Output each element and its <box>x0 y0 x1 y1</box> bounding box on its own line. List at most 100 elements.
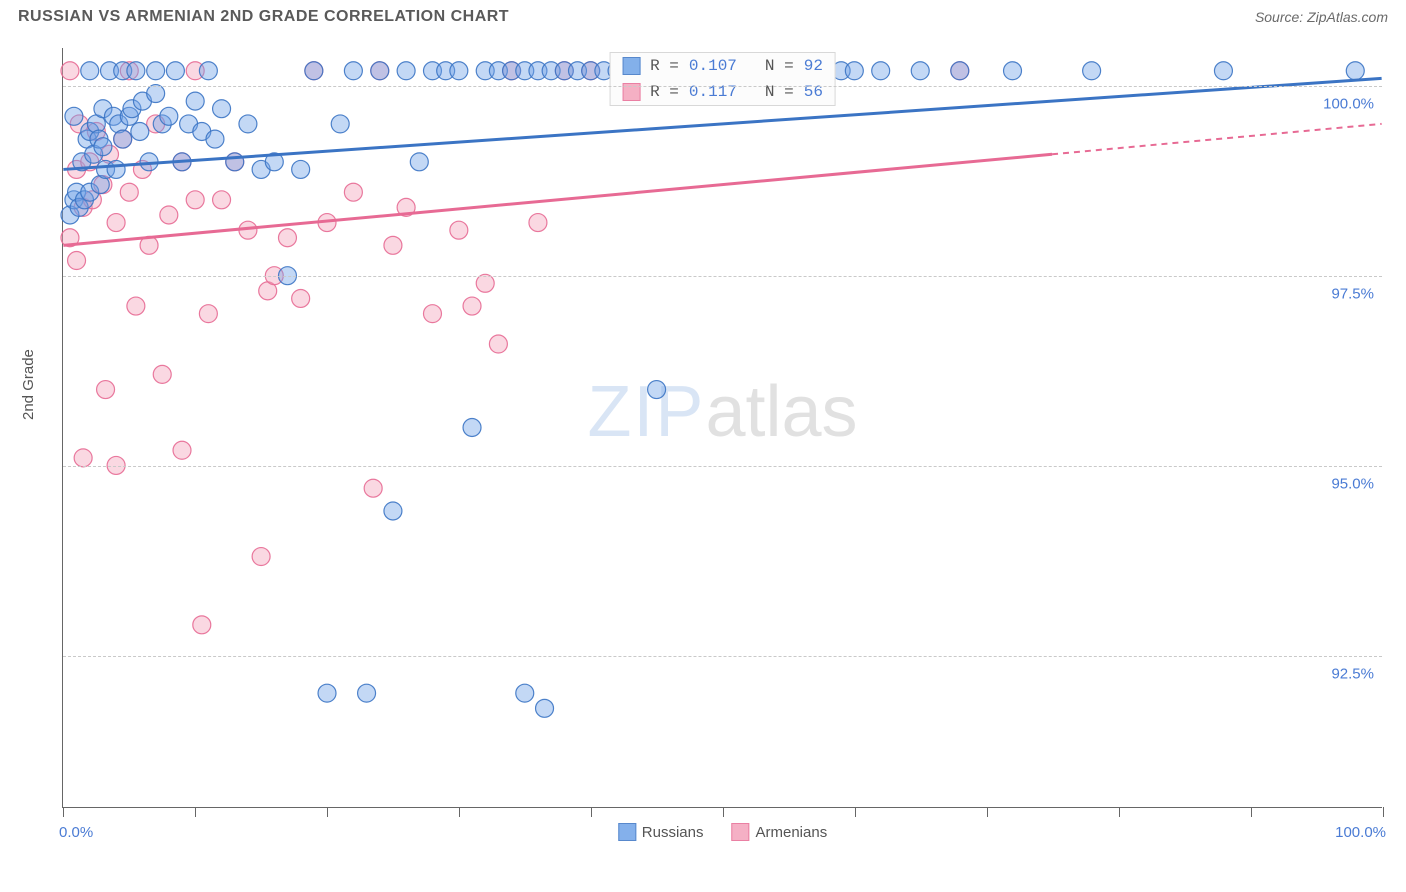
data-point <box>331 115 349 133</box>
data-point <box>1083 62 1101 80</box>
bottom-legend: Russians Armenians <box>618 823 827 841</box>
data-point <box>252 548 270 566</box>
y-tick-label: 100.0% <box>1323 96 1374 113</box>
data-point <box>489 335 507 353</box>
data-point <box>1346 62 1364 80</box>
data-point <box>147 85 165 103</box>
x-tick <box>855 807 856 817</box>
data-point <box>127 62 145 80</box>
x-tick <box>1251 807 1252 817</box>
data-point <box>410 153 428 171</box>
data-point <box>344 62 362 80</box>
data-point <box>239 115 257 133</box>
chart-header: RUSSIAN VS ARMENIAN 2ND GRADE CORRELATIO… <box>0 0 1406 30</box>
data-point <box>61 62 79 80</box>
data-point <box>160 107 178 125</box>
data-point <box>292 160 310 178</box>
gridline <box>63 276 1382 277</box>
x-tick <box>63 807 64 817</box>
data-point <box>114 130 132 148</box>
swatch-armenians-icon <box>732 823 750 841</box>
data-point <box>65 107 83 125</box>
gridline <box>63 656 1382 657</box>
data-point <box>318 684 336 702</box>
data-point <box>911 62 929 80</box>
legend-label-armenians: Armenians <box>756 824 828 841</box>
stats-legend-box: R = 0.107 N = 92 R = 0.117 N = 56 <box>609 52 836 106</box>
legend-label-russians: Russians <box>642 824 704 841</box>
chart-title: RUSSIAN VS ARMENIAN 2ND GRADE CORRELATIO… <box>18 8 509 26</box>
data-point <box>344 183 362 201</box>
trend-line <box>63 154 1052 245</box>
data-point <box>131 123 149 141</box>
data-point <box>305 62 323 80</box>
data-point <box>278 229 296 247</box>
data-point <box>292 289 310 307</box>
legend-item-armenians: Armenians <box>732 823 828 841</box>
data-point <box>107 160 125 178</box>
data-point <box>120 183 138 201</box>
x-tick <box>591 807 592 817</box>
swatch-russians-icon <box>622 57 640 75</box>
data-point <box>199 305 217 323</box>
data-point <box>872 62 890 80</box>
data-point <box>450 62 468 80</box>
r-label: R = <box>650 57 679 75</box>
plot-frame: ZIPatlas R = 0.107 N = 92 R = 0.117 N = … <box>62 48 1382 808</box>
data-point <box>648 381 666 399</box>
stats-row-russians: R = 0.107 N = 92 <box>610 53 835 79</box>
n-value-russians: 92 <box>804 57 823 75</box>
stats-row-armenians: R = 0.117 N = 56 <box>610 79 835 105</box>
y-axis-label: 2nd Grade <box>20 349 37 420</box>
data-point <box>97 381 115 399</box>
legend-item-russians: Russians <box>618 823 704 841</box>
x-min-label: 0.0% <box>59 824 93 841</box>
y-tick-label: 97.5% <box>1331 286 1374 303</box>
data-point <box>384 236 402 254</box>
data-point <box>173 441 191 459</box>
swatch-russians-icon <box>618 823 636 841</box>
data-point <box>213 191 231 209</box>
data-point <box>153 365 171 383</box>
y-tick-label: 92.5% <box>1331 666 1374 683</box>
data-point <box>450 221 468 239</box>
gridline <box>63 466 1382 467</box>
data-point <box>463 419 481 437</box>
source-label: Source: ZipAtlas.com <box>1255 9 1388 25</box>
data-point <box>845 62 863 80</box>
x-max-label: 100.0% <box>1335 824 1386 841</box>
data-point <box>516 684 534 702</box>
data-point <box>74 449 92 467</box>
data-point <box>384 502 402 520</box>
data-point <box>536 699 554 717</box>
data-point <box>160 206 178 224</box>
data-point <box>358 684 376 702</box>
data-point <box>226 153 244 171</box>
data-point <box>213 100 231 118</box>
data-point <box>107 214 125 232</box>
trend-line-dashed <box>1052 124 1382 154</box>
x-tick <box>1119 807 1120 817</box>
data-point <box>127 297 145 315</box>
data-point <box>1214 62 1232 80</box>
data-point <box>206 130 224 148</box>
x-tick <box>459 807 460 817</box>
data-point <box>371 62 389 80</box>
data-point <box>68 252 86 270</box>
data-point <box>529 214 547 232</box>
data-point <box>199 62 217 80</box>
data-point <box>186 191 204 209</box>
data-point <box>397 62 415 80</box>
r-value-russians: 0.107 <box>689 57 737 75</box>
data-point <box>186 92 204 110</box>
data-point <box>364 479 382 497</box>
x-tick <box>327 807 328 817</box>
data-point <box>166 62 184 80</box>
data-point <box>1004 62 1022 80</box>
data-point <box>193 616 211 634</box>
scatter-plot-svg <box>63 48 1382 807</box>
x-tick <box>987 807 988 817</box>
x-tick <box>1383 807 1384 817</box>
data-point <box>423 305 441 323</box>
data-point <box>94 138 112 156</box>
